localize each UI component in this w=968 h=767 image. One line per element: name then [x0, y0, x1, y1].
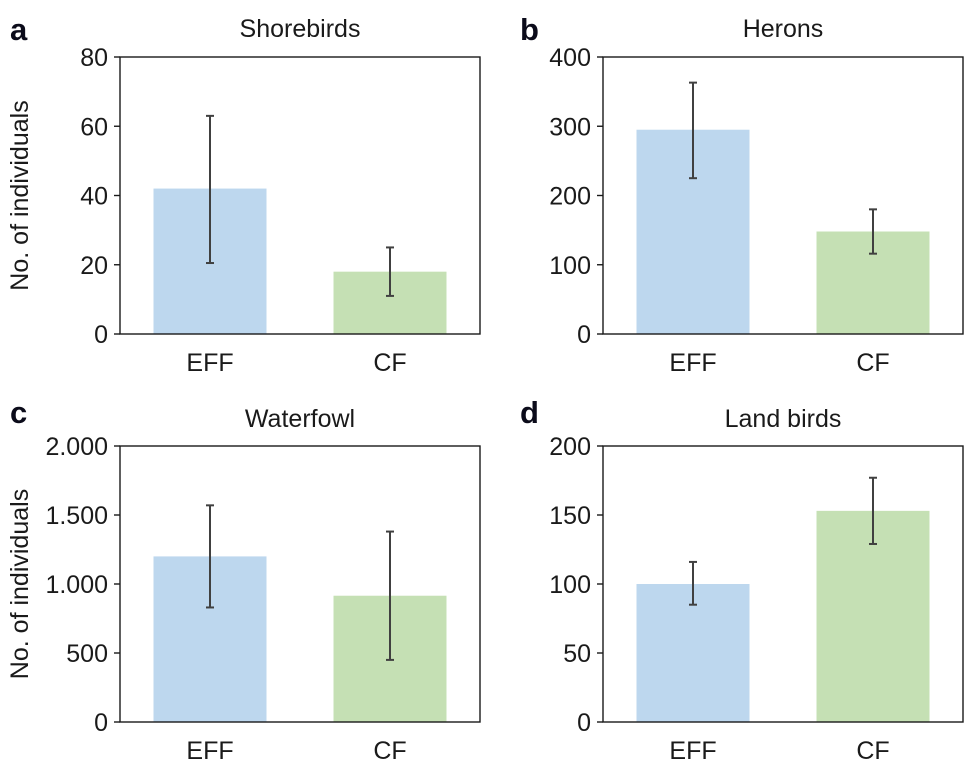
panel-title: Herons [743, 15, 824, 43]
panel-letter: c [10, 395, 27, 430]
y-tick-label: 2.000 [45, 433, 108, 461]
y-tick-label: 300 [549, 113, 591, 141]
panel-b: b Herons 0 100 200 300 400 EFF CF [520, 12, 964, 377]
panel-d: d Land birds 0 50 100 150 200 EFF CF [520, 395, 964, 765]
error-bar-eff [689, 81, 697, 180]
y-tick-label: 0 [94, 709, 108, 737]
y-tick-label: 50 [563, 640, 591, 668]
x-category-label: CF [856, 737, 889, 765]
y-tick-label: 0 [94, 321, 108, 349]
panel-title: Waterfowl [245, 405, 355, 433]
y-tick-label: 150 [549, 502, 591, 530]
x-category-label: EFF [669, 349, 716, 377]
y-axis-title: No. of individuals [6, 100, 34, 290]
y-tick-label: 400 [549, 44, 591, 72]
error-bar-cf [386, 530, 394, 661]
error-bar-cf [386, 246, 394, 297]
error-bar-cf [869, 476, 877, 545]
y-tick-label: 0 [577, 709, 591, 737]
error-bar-eff [689, 560, 697, 606]
panel-letter: b [520, 12, 539, 47]
panel-a: a Shorebirds 0 20 40 60 80 EFF CF No. of individu… [6, 12, 481, 377]
y-tick-label: 60 [80, 113, 108, 141]
y-tick-label: 0 [577, 321, 591, 349]
x-category-label: CF [856, 349, 889, 377]
panel-title: Shorebirds [240, 15, 361, 43]
y-tick-label: 20 [80, 252, 108, 280]
panel-c: c Waterfowl 0 500 1.000 1.500 2.000 EFF CF No. of… [6, 395, 481, 765]
y-tick-label: 80 [80, 44, 108, 72]
bar-eff [636, 584, 750, 722]
x-category-label: EFF [669, 737, 716, 765]
x-category-label: CF [373, 737, 406, 765]
error-bar-eff [206, 504, 214, 609]
error-bar-eff [206, 114, 214, 265]
y-tick-label: 100 [549, 571, 591, 599]
bar-cf [816, 510, 930, 722]
y-tick-label: 500 [66, 640, 108, 668]
panel-letter: d [520, 395, 539, 430]
panel-title: Land birds [725, 405, 842, 433]
panel-letter: a [10, 12, 28, 47]
x-category-label: EFF [186, 737, 233, 765]
y-tick-label: 40 [80, 183, 108, 211]
error-bar-cf [869, 208, 877, 255]
y-tick-label: 1.000 [45, 571, 108, 599]
y-tick-label: 200 [549, 433, 591, 461]
y-tick-label: 100 [549, 252, 591, 280]
y-tick-label: 1.500 [45, 502, 108, 530]
y-axis-title: No. of individuals [6, 489, 34, 679]
y-tick-label: 200 [549, 183, 591, 211]
x-category-label: CF [373, 349, 406, 377]
x-category-label: EFF [186, 349, 233, 377]
